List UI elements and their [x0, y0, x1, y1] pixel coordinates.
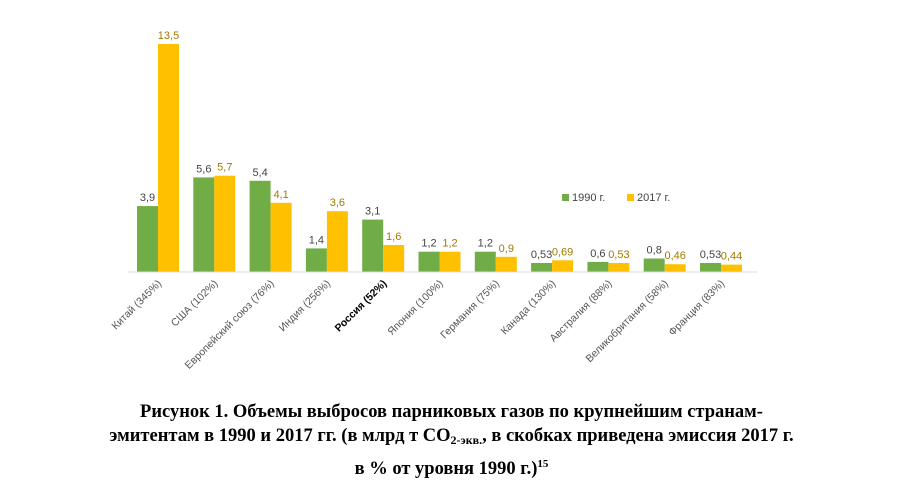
legend-label-1990: 1990 г. [572, 192, 605, 204]
data-label-2017-3: 3,6 [330, 197, 345, 209]
bar-2017-7 [552, 260, 574, 272]
data-label-1990-2: 5,4 [252, 167, 267, 179]
data-label-2017-5: 1,2 [442, 238, 457, 250]
bar-1990-5 [418, 251, 440, 272]
x-tick-labels-group: Китай (345%) США (102%)Европейский союз (… [110, 278, 728, 372]
data-label-1990-0: 3,9 [140, 192, 155, 204]
caption-footnote-ref: 15 [537, 458, 549, 470]
bar-1990-3 [305, 248, 327, 272]
bar-2017-3 [326, 211, 348, 272]
data-label-2017-9: 0,46 [664, 250, 685, 262]
legend-label-2017: 2017 г. [637, 192, 670, 204]
bar-2017-5 [439, 251, 461, 272]
bar-2017-10 [721, 264, 742, 272]
bar-2017-0 [158, 44, 179, 272]
data-label-2017-10: 0,44 [721, 251, 742, 263]
caption-line-2-start: эмитентам в 1990 и 2017 гг. (в млрд т CO [109, 426, 451, 446]
legend: 1990 г. 2017 г. [562, 192, 670, 204]
x-tick-label-10: Франция (83%) [666, 278, 727, 339]
data-labels-group: 3,9 13,5 5,6 5,7 5,4 4,1 1,4 3,6 3,1 1,6 1,2 1,2 1,2… [140, 30, 742, 263]
x-tick-label-6: Германия (75%) [438, 278, 502, 342]
caption-line-2: эмитентам в 1990 и 2017 гг. (в млрд т CO… [0, 424, 903, 452]
legend-swatch-2017 [627, 194, 634, 201]
x-tick-label-5: Япония (100%) [385, 278, 445, 338]
bar-1990-9 [643, 258, 665, 272]
figure-caption: Рисунок 1. Объемы выбросов парниковых га… [0, 400, 903, 481]
x-tick-label-0: Китай (345%) [110, 278, 165, 333]
data-label-1990-7: 0,53 [531, 249, 552, 261]
data-label-1990-1: 5,6 [196, 163, 211, 175]
bar-1990-4 [362, 219, 384, 272]
caption-line-3: в % от уровня 1990 г.)15 [0, 452, 903, 481]
data-label-1990-10: 0,53 [700, 249, 721, 261]
bar-2017-1 [214, 175, 236, 272]
data-label-2017-0: 13,5 [158, 30, 179, 42]
bar-1990-7 [531, 263, 553, 272]
caption-line-3-text: в % от уровня 1990 г.) [354, 459, 538, 479]
data-label-1990-4: 3,1 [365, 206, 380, 218]
bar-2017-9 [664, 264, 686, 272]
data-label-2017-1: 5,7 [217, 162, 232, 174]
data-label-2017-7: 0,69 [552, 246, 573, 258]
bar-chart: 3,9 13,5 5,6 5,7 5,4 4,1 1,4 3,6 3,1 1,6 1,2 1,2 1,2… [110, 30, 757, 372]
x-tick-label-4: Россия (52%) [333, 278, 390, 335]
bar-2017-2 [270, 202, 292, 272]
data-label-1990-3: 1,4 [309, 234, 324, 246]
bar-2017-6 [495, 256, 517, 272]
bar-2017-4 [383, 245, 405, 272]
data-label-1990-6: 1,2 [478, 238, 493, 250]
bar-1990-1 [193, 177, 215, 272]
x-tick-label-7: Канада (130%) [499, 278, 559, 338]
caption-line-1: Рисунок 1. Объемы выбросов парниковых га… [140, 402, 763, 422]
caption-line-2-end: , в скобках приведена эмиссия 2017 г. [482, 426, 794, 446]
data-label-2017-2: 4,1 [273, 189, 288, 201]
caption-co2-subscript: 2-экв. [450, 433, 483, 447]
data-label-2017-4: 1,6 [386, 231, 401, 243]
data-label-1990-9: 0,8 [647, 245, 662, 257]
data-label-1990-5: 1,2 [421, 238, 436, 250]
x-tick-label-1: США (102%) [169, 278, 221, 330]
bars-group [137, 44, 742, 272]
bar-1990-10 [700, 263, 721, 272]
bar-1990-2 [249, 180, 271, 272]
legend-swatch-1990 [562, 194, 569, 201]
bar-2017-8 [608, 263, 630, 272]
data-label-2017-6: 0,9 [499, 243, 514, 255]
bar-1990-8 [587, 261, 609, 272]
bar-1990-0 [137, 206, 158, 272]
data-label-1990-8: 0,6 [590, 248, 605, 260]
data-label-2017-8: 0,53 [608, 249, 629, 261]
bar-1990-6 [474, 251, 496, 272]
x-tick-label-3: Индия (256%) [277, 278, 333, 334]
